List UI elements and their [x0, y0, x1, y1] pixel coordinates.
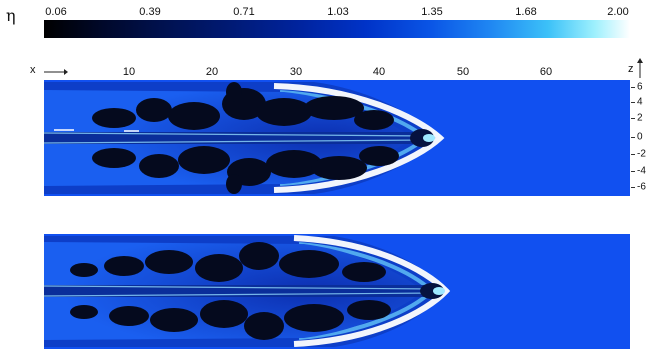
- x-tick: 40: [373, 66, 385, 78]
- z-tick: -6: [637, 182, 646, 193]
- eta-symbol: η: [6, 6, 16, 25]
- z-tick: 6: [637, 82, 643, 93]
- z-tick: 0: [637, 132, 643, 143]
- z-axis-arrow-icon: [636, 58, 644, 78]
- z-tick: -4: [637, 166, 646, 177]
- colorbar-tick: 1.68: [515, 6, 536, 18]
- x-tick: 30: [290, 66, 302, 78]
- x-tick: 60: [540, 66, 552, 78]
- z-tick: 2: [637, 113, 643, 124]
- x-tick: 10: [123, 66, 135, 78]
- x-tick: 50: [457, 66, 469, 78]
- z-axis-label: z: [628, 63, 634, 75]
- colorbar-tick: 0.39: [139, 6, 160, 18]
- x-axis-label: x: [30, 64, 36, 76]
- colorbar-tick: 2.00: [607, 6, 628, 18]
- x-axis-arrow-icon: [42, 68, 68, 76]
- colorbar-tick: 0.06: [45, 6, 66, 18]
- simulation-panel-bottom: [44, 234, 630, 349]
- z-tick: 4: [637, 97, 643, 108]
- colorbar-tick: 1.03: [327, 6, 348, 18]
- colorbar-tick: 0.71: [233, 6, 254, 18]
- simulation-panel-top: [44, 80, 630, 196]
- colorbar: [44, 20, 630, 38]
- z-tick: -2: [637, 149, 646, 160]
- colorbar-tick: 1.35: [421, 6, 442, 18]
- x-tick: 20: [206, 66, 218, 78]
